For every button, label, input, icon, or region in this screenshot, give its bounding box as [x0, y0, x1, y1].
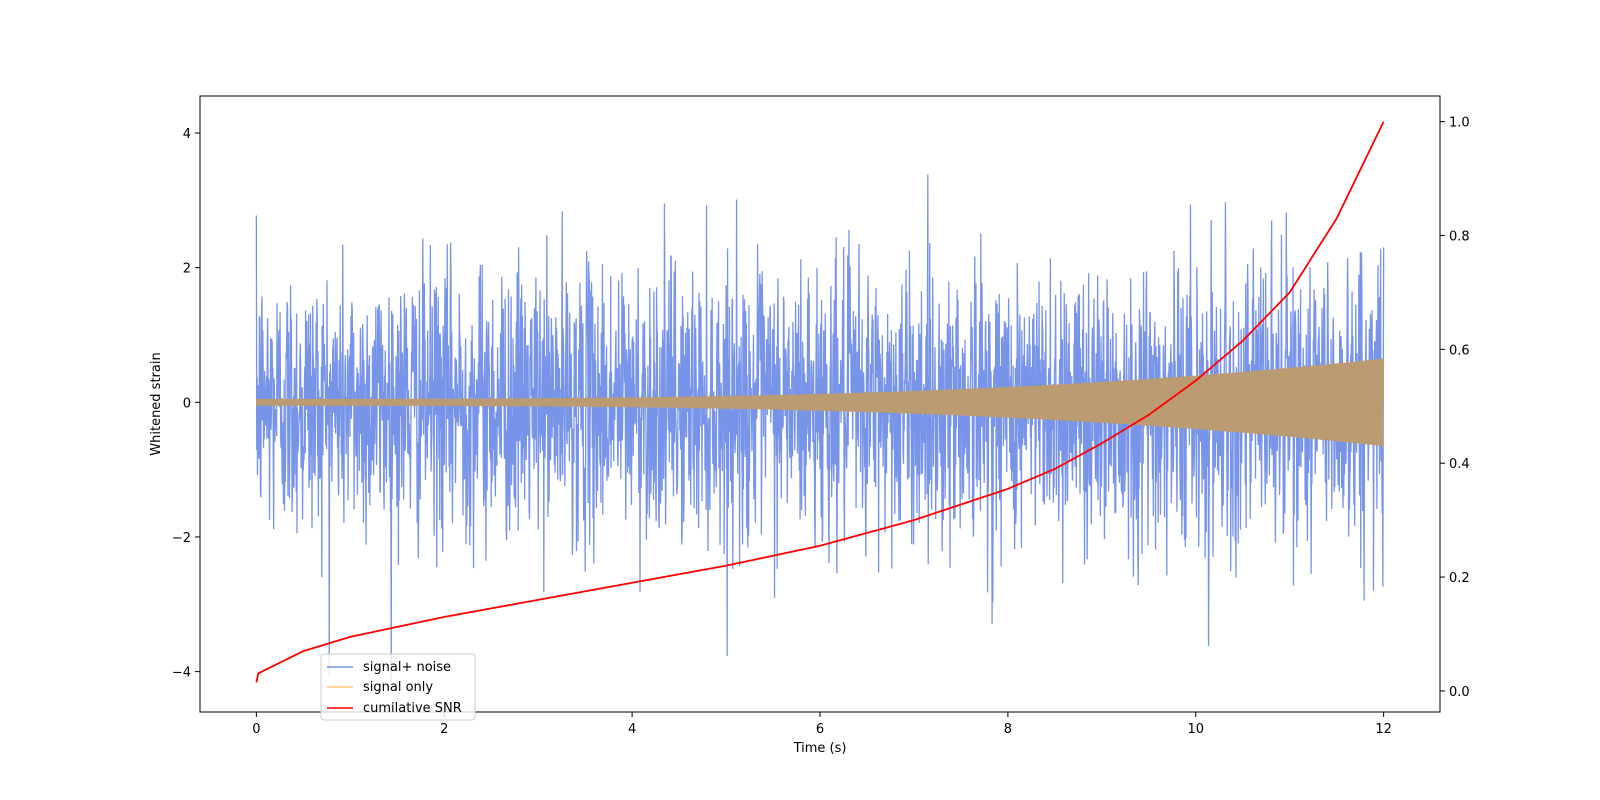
x-tick-label: 8 — [1004, 722, 1012, 737]
x-tick-label: 10 — [1187, 722, 1204, 737]
y2-tick-label: 0.6 — [1449, 343, 1470, 358]
series-signal-only-line — [255, 360, 1385, 446]
legend-label-signal-noise: signal+ noise — [363, 660, 451, 675]
legend-label-signal-only: signal only — [363, 680, 433, 695]
legend-box — [320, 653, 476, 721]
x-tick-label: 12 — [1375, 722, 1392, 737]
x-axis-ticks: 0 2 4 6 8 10 12 — [252, 712, 1392, 737]
y-tick-label: −2 — [172, 531, 191, 546]
plot-area — [255, 121, 1385, 683]
y-tick-label: 2 — [183, 262, 191, 277]
y2-tick-label: 0.2 — [1449, 571, 1470, 586]
y2-tick-label: 0.0 — [1449, 685, 1470, 700]
secondary-y-axis-ticks: 0.0 0.2 0.4 0.6 0.8 1.0 — [1440, 116, 1470, 700]
y-axis-label: Whitened strain — [149, 352, 164, 455]
series-signal-only-band — [256, 358, 1384, 447]
y2-tick-label: 0.8 — [1449, 229, 1470, 244]
x-tick-label: 4 — [628, 722, 636, 737]
x-tick-label: 2 — [440, 722, 448, 737]
y-tick-label: 0 — [183, 396, 191, 411]
y-tick-label: 4 — [183, 127, 191, 142]
y-tick-label: −4 — [172, 666, 191, 681]
y2-tick-label: 0.4 — [1449, 457, 1470, 472]
x-axis-label: Time (s) — [793, 741, 847, 756]
y-axis-ticks: −4 −2 0 2 4 — [172, 127, 200, 681]
series-cumulative-snr-line — [255, 121, 1385, 683]
x-tick-label: 0 — [252, 722, 260, 737]
legend-label-cumulative-snr: cumilative SNR — [363, 701, 462, 716]
x-tick-label: 6 — [816, 722, 824, 737]
legend: signal+ noise signal only cumilative SNR — [320, 653, 476, 721]
y2-tick-label: 1.0 — [1449, 116, 1470, 131]
